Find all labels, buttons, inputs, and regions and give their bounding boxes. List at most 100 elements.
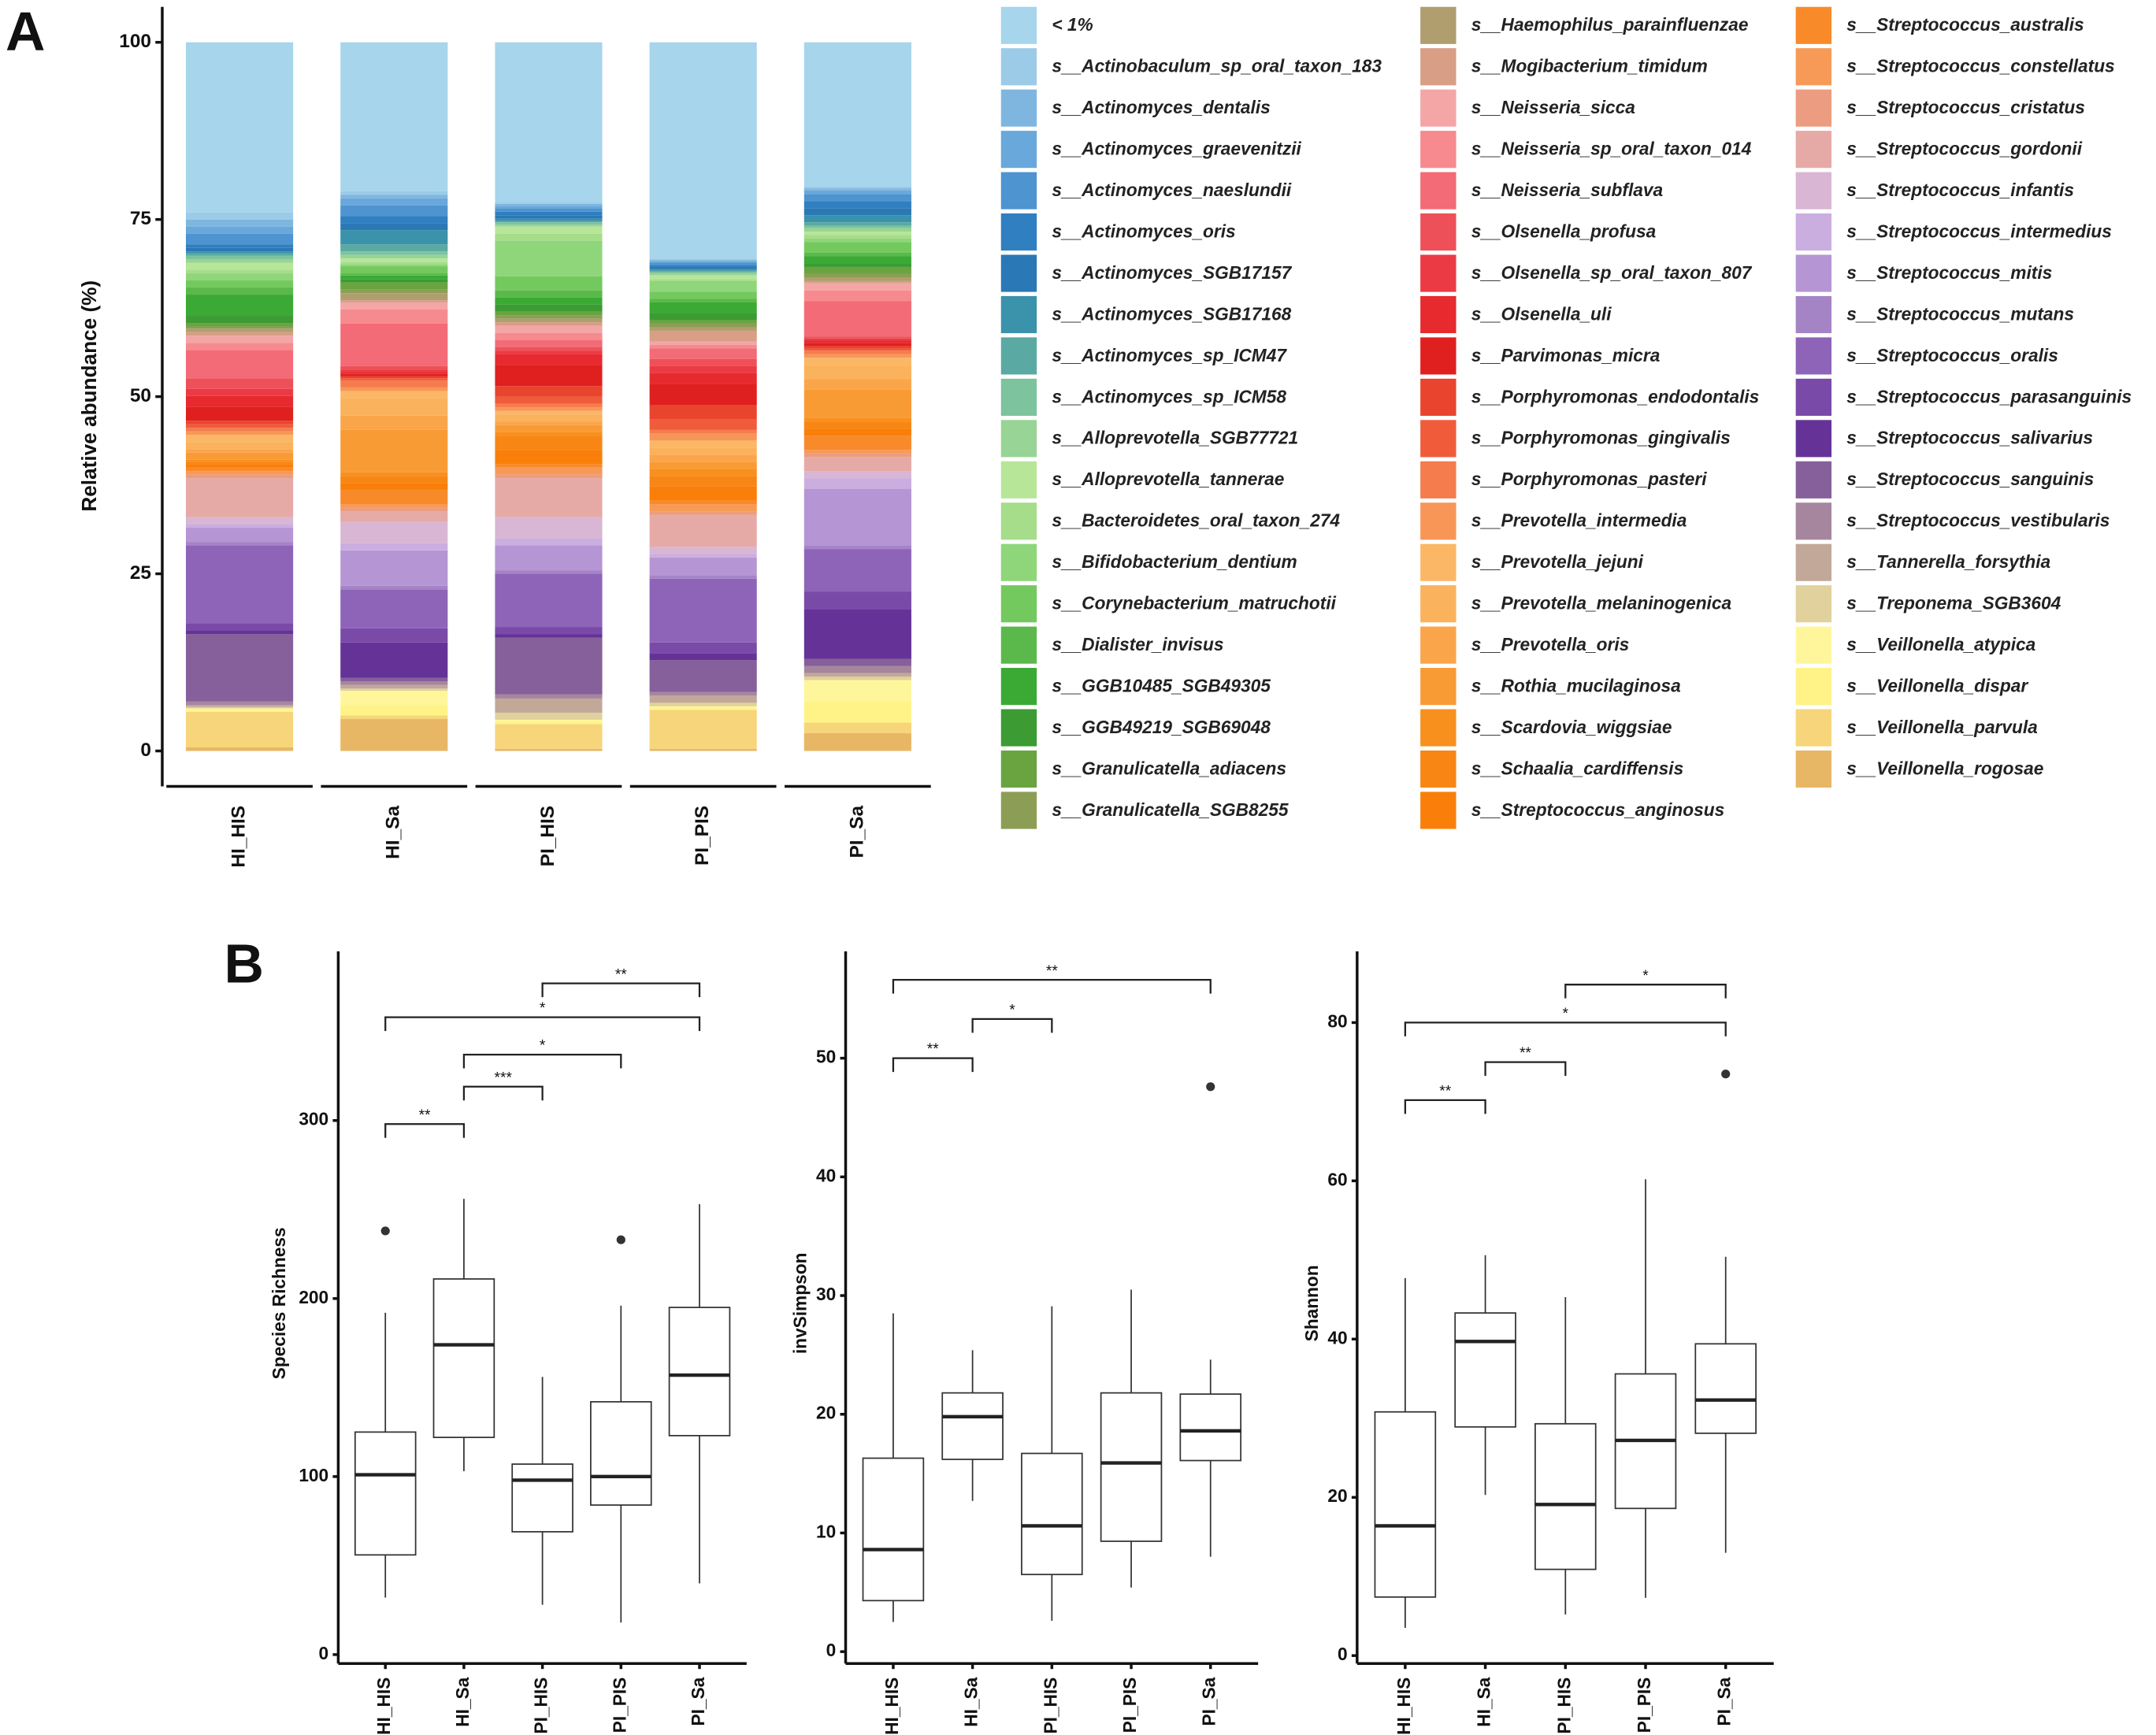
legend-label: s__Actinobaculum_sp_oral_taxon_183 (1052, 56, 1382, 76)
legend-swatch (1000, 626, 1037, 664)
bar-segment (495, 432, 603, 436)
bar-segment (803, 301, 911, 337)
bar-segment (649, 313, 757, 321)
bar-segment (803, 208, 911, 216)
bar-segment (185, 542, 294, 546)
bar-segment (185, 255, 294, 260)
legend-swatch (1795, 131, 1832, 169)
bar-segment (803, 194, 911, 202)
box (941, 1392, 1004, 1460)
bar-segment (340, 198, 448, 206)
y-axis-title: Shannon (1301, 1265, 1322, 1341)
y-tick-label: 200 (299, 1287, 328, 1307)
bar-segment (495, 203, 603, 206)
bar-segment (495, 396, 603, 404)
legend-swatch (1420, 337, 1457, 375)
bar-segment (340, 369, 448, 373)
bar-segment (340, 490, 448, 505)
y-tick-label: 20 (816, 1403, 836, 1423)
bar-segment (185, 634, 294, 702)
bar-segment (803, 222, 911, 226)
bar-segment (649, 341, 757, 345)
bar-segment (495, 215, 603, 219)
legend-swatch (1420, 502, 1457, 540)
bar-segment (340, 309, 448, 324)
bar-segment (649, 706, 757, 708)
legend-label: s__Mogibacterium_timidum (1471, 56, 1708, 76)
legend-swatch (1000, 750, 1037, 788)
bar-segment (649, 469, 757, 476)
legend-swatch (1795, 172, 1832, 209)
bar-segment (803, 280, 911, 284)
legend-swatch (1420, 461, 1457, 499)
legend-label: s__Neisseria_subflava (1471, 180, 1663, 200)
bar-segment (803, 263, 911, 267)
bar-segment (649, 554, 757, 558)
bar-segment (495, 290, 603, 298)
x-tick-label: HI_HIS (1393, 1678, 1414, 1735)
legend-label: s__Neisseria_sicca (1471, 97, 1635, 117)
legend-label: s__Dialister_invisus (1052, 634, 1223, 654)
legend-label: s__Streptococcus_gordonii (1846, 139, 2082, 159)
legend-swatch (1000, 254, 1037, 292)
bar-segment (803, 733, 911, 751)
bar-segment (340, 543, 448, 551)
bar-segment (649, 348, 757, 359)
bar-segment (185, 710, 294, 713)
bar-segment (185, 336, 294, 343)
legend-swatch (1795, 337, 1832, 375)
bar-segment (495, 694, 603, 699)
bar-segment (185, 259, 294, 263)
y-tick-label: 80 (1327, 1010, 1347, 1031)
bar-segment (649, 266, 757, 269)
x-tick-label: PI_PIS (1119, 1678, 1140, 1733)
bar-segment (803, 228, 911, 232)
bar-segment (649, 710, 757, 749)
bar-segment (185, 421, 294, 424)
x-tick-label: PI_PIS (1634, 1678, 1654, 1733)
legend-label: s__Bifidobacterium_dentium (1052, 551, 1297, 572)
bar-segment (803, 680, 911, 702)
legend-label: s__Streptococcus_oralis (1846, 345, 2058, 365)
y-tick-label: 0 (140, 740, 151, 761)
significance-bracket (892, 979, 1212, 994)
box (1179, 1393, 1242, 1462)
bar-segment (185, 388, 294, 396)
bar-segment (803, 346, 911, 349)
bar-segment (495, 724, 603, 749)
legend-label: s__Tannerella_forsythia (1846, 551, 2050, 572)
legend-label: s__Rothia_mucilaginosa (1471, 675, 1681, 695)
legend-swatch (1000, 172, 1037, 209)
bar-segment (495, 721, 603, 725)
y-tick-label: 0 (319, 1643, 329, 1663)
bar-segment (803, 436, 911, 450)
bar-segment (803, 417, 911, 422)
bar-segment (340, 261, 448, 265)
bar-segment (495, 224, 603, 227)
bar-segment (649, 578, 757, 643)
bar-segment (649, 280, 757, 292)
x-tick-label: PI_Sa (1714, 1677, 1735, 1726)
bar-segment (803, 379, 911, 390)
bar-segment (649, 653, 757, 661)
bar-segment (649, 323, 757, 328)
panel-label: A (6, 1, 45, 62)
legend-swatch (1000, 792, 1037, 829)
x-tick-label: HI_Sa (961, 1677, 982, 1726)
significance-label: ** (1520, 1045, 1531, 1062)
bar-segment (649, 272, 757, 274)
x-tick-label: HI_Sa (452, 1677, 473, 1726)
bar-segment (185, 708, 294, 710)
significance-label: * (540, 1038, 546, 1055)
bar-segment (803, 273, 911, 278)
bar-segment (495, 222, 603, 224)
bar-segment (495, 410, 603, 415)
legend-label: s__Actinomyces_graevenitzii (1052, 139, 1301, 159)
box (1534, 1422, 1597, 1570)
bar-segment (495, 464, 603, 468)
bar-segment (495, 719, 603, 722)
significance-label: * (1642, 968, 1649, 984)
box (590, 1401, 652, 1506)
bar-segment (495, 478, 603, 517)
bar-segment (340, 282, 448, 290)
